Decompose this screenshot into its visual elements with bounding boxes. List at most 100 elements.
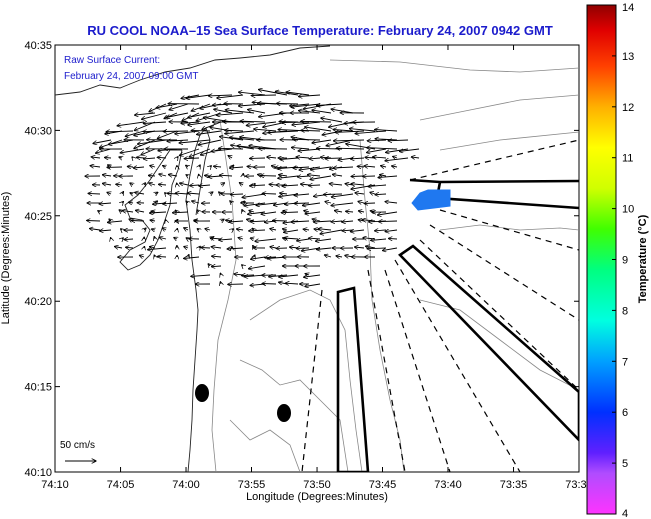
x-tick-label: 74:05 (107, 479, 135, 491)
radar-station-2 (277, 404, 291, 422)
current-vector (325, 158, 343, 159)
current-vector (220, 282, 221, 284)
current-vector (258, 90, 288, 96)
current-label-line1: Raw Surface Current: (64, 55, 160, 66)
current-vector (241, 275, 255, 276)
colorbar-tick-label: 8 (622, 305, 628, 317)
current-vector (162, 228, 166, 230)
current-vector (278, 175, 299, 178)
current-vector (354, 247, 365, 248)
current-vector (285, 283, 299, 284)
current-vector (104, 158, 112, 159)
current-vector (262, 284, 277, 285)
current-vector (358, 201, 365, 203)
current-vector (370, 192, 376, 194)
y-tick-label: 40:30 (24, 125, 52, 137)
current-vector (163, 203, 178, 204)
current-vector (284, 238, 299, 239)
x-tick-label: 73:40 (434, 479, 462, 491)
current-vector (163, 131, 189, 132)
current-vector (364, 203, 376, 204)
current-vector (284, 230, 299, 232)
current-vector (228, 156, 232, 159)
current-vector (367, 148, 398, 149)
current-vector (223, 122, 255, 123)
colorbar-tick-label: 10 (622, 204, 634, 216)
current-vector (186, 175, 188, 176)
current-vector (156, 103, 178, 108)
current-vector (336, 256, 343, 257)
y-tick-label: 40:35 (24, 40, 52, 52)
current-vector (273, 221, 288, 222)
current-vector (108, 139, 134, 144)
current-vector (303, 229, 310, 230)
current-vector (375, 139, 398, 140)
current-vector (154, 255, 155, 257)
current-vector (114, 247, 123, 249)
current-vector (305, 212, 321, 214)
current-vector (128, 202, 134, 203)
y-tick-label: 40:25 (24, 211, 52, 223)
x-axis-label: Longitude (Degrees:Minutes) (246, 491, 388, 503)
current-vector (93, 139, 112, 144)
current-vector (169, 103, 189, 110)
current-vector-field (85, 90, 420, 287)
current-vector (251, 95, 277, 96)
current-vector (212, 104, 233, 105)
current-vector (179, 148, 200, 156)
current-vector (205, 229, 211, 230)
colorbar-tick-label: 4 (622, 508, 628, 519)
current-vector (132, 157, 133, 158)
current-vector (186, 201, 188, 203)
x-tick-label: 73:45 (369, 479, 397, 491)
current-vector (316, 248, 332, 250)
current-vector (141, 148, 156, 155)
current-vector (225, 130, 255, 134)
current-vector (130, 193, 133, 194)
current-vector (307, 175, 321, 176)
current-vector (305, 283, 321, 287)
current-vector (148, 175, 156, 176)
current-vector (299, 166, 321, 170)
current-vector (379, 221, 398, 222)
colorbar-label: Temperature (°C) (637, 214, 649, 303)
current-vector (184, 228, 188, 230)
current-vector (134, 121, 156, 131)
current-vector (282, 185, 299, 186)
colorbar-ticks: 4 5 6 7 8 9 10 11 12 13 14 (612, 2, 634, 519)
current-vector (316, 104, 343, 106)
current-label-line2: February 24, 2007 09:00 GMT (64, 71, 199, 82)
current-vector (208, 264, 210, 266)
current-vector (236, 229, 244, 230)
current-vector (269, 184, 277, 185)
current-vector (254, 183, 255, 185)
scale-vector-label: 50 cm/s (60, 440, 95, 451)
current-vector (186, 94, 211, 98)
current-vector (188, 255, 189, 258)
current-vector (87, 221, 101, 222)
current-vector (190, 185, 200, 186)
current-vector (318, 229, 332, 230)
y-tick-label: 40:10 (24, 467, 52, 479)
current-vector (309, 158, 321, 159)
current-vector (309, 185, 321, 186)
current-vector (240, 121, 266, 122)
current-vector (279, 175, 288, 176)
current-vector (143, 158, 156, 159)
current-vector (329, 184, 343, 185)
current-vector (251, 257, 266, 259)
current-vector (199, 185, 211, 186)
current-vector (131, 221, 145, 222)
current-vector (122, 192, 124, 194)
current-vector (334, 211, 343, 213)
current-vector (149, 183, 156, 185)
y-axis: 40:10 40:15 40:20 40:25 40:30 40:35 (24, 40, 579, 479)
current-vector (191, 130, 211, 131)
current-vector (227, 248, 244, 249)
current-vector (331, 193, 354, 197)
current-vector (133, 167, 145, 168)
current-vector (157, 256, 167, 257)
current-vector (219, 148, 244, 149)
current-vector (296, 157, 310, 158)
current-vector (135, 210, 145, 212)
